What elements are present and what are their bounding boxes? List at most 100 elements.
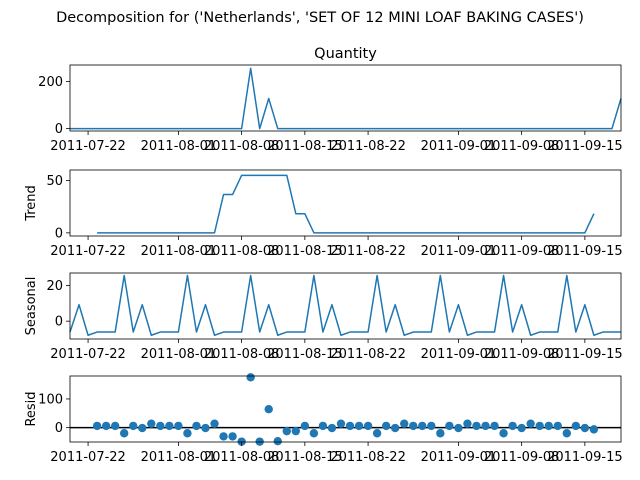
x-tick-label: 2011-08-15 (267, 450, 343, 465)
x-tick-label: 2011-07-22 (50, 347, 126, 362)
resid-point (345, 421, 355, 431)
x-tick-label: 2011-08-15 (267, 139, 343, 154)
resid-point (363, 421, 373, 431)
x-tick-label: 2011-09-01 (421, 139, 497, 154)
resid-point (454, 423, 463, 433)
resid-point (273, 436, 282, 446)
resid-point (318, 421, 328, 431)
resid-point (336, 419, 346, 428)
resid-point (201, 423, 210, 433)
resid-point (400, 419, 409, 428)
x-tick-label: 2011-09-08 (484, 244, 560, 259)
resid-point (580, 423, 590, 433)
y-tick-label: 0 (55, 421, 63, 436)
resid-point (390, 423, 400, 433)
x-tick-label: 2011-08-01 (141, 139, 217, 154)
x-tick-label: 2011-08-08 (204, 244, 280, 259)
axes-frame-trend (69, 169, 622, 237)
x-tick-label: 2011-09-15 (547, 347, 623, 362)
resid-point (327, 423, 337, 433)
x-tick-label: 2011-09-01 (421, 450, 497, 465)
x-tick-label: 2011-08-22 (330, 450, 406, 465)
x-tick-label: 2011-08-22 (330, 139, 406, 154)
resid-point (481, 421, 490, 431)
resid-point (92, 421, 102, 431)
resid-point (553, 421, 562, 431)
resid-point (156, 421, 165, 431)
resid-point (472, 421, 481, 431)
x-tick-label: 2011-09-15 (547, 139, 623, 154)
resid-point (192, 421, 201, 431)
series-line-observed (70, 67, 622, 130)
y-tick-label: 20 (46, 279, 63, 294)
y-tick-label: 0 (55, 226, 63, 241)
y-axis-label-resid: Resid (24, 391, 39, 426)
resid-point (119, 429, 129, 438)
y-tick-label: 0 (55, 122, 63, 137)
resid-point (264, 405, 273, 414)
resid-point (147, 419, 156, 428)
y-tick-label: 200 (38, 75, 63, 90)
resid-point (300, 421, 310, 431)
resid-point (589, 425, 599, 434)
x-tick-label: 2011-08-08 (204, 347, 280, 362)
x-tick-label: 2011-09-08 (484, 347, 560, 362)
resid-point (562, 429, 572, 438)
resid-point (354, 421, 364, 431)
y-axis-label-trend: Trend (24, 185, 39, 222)
x-tick-label: 2011-08-01 (141, 450, 217, 465)
x-tick-label: 2011-09-15 (547, 450, 623, 465)
resid-point (409, 421, 418, 431)
x-tick-label: 2011-09-15 (547, 244, 623, 259)
resid-point (463, 419, 472, 428)
resid-point (246, 373, 255, 382)
resid-point (381, 421, 391, 431)
resid-point (427, 421, 436, 431)
resid-point (110, 421, 120, 431)
x-tick-label: 2011-08-08 (204, 139, 280, 154)
resid-point (526, 419, 535, 428)
axes-frame-observed (69, 64, 622, 132)
x-tick-label: 2011-08-08 (204, 450, 280, 465)
resid-point (508, 421, 517, 431)
resid-point (183, 429, 192, 438)
resid-point (436, 429, 445, 438)
resid-point (372, 429, 382, 438)
axes-frame-resid (69, 375, 622, 443)
resid-point (571, 421, 581, 431)
x-tick-label: 2011-07-22 (50, 450, 126, 465)
y-tick-label: 0 (55, 315, 63, 330)
series-line-trend (97, 174, 595, 234)
x-tick-label: 2011-08-22 (330, 347, 406, 362)
x-tick-label: 2011-07-22 (50, 244, 126, 259)
resid-point (282, 426, 291, 436)
resid-point (535, 421, 544, 431)
x-tick-label: 2011-08-01 (141, 244, 217, 259)
x-tick-label: 2011-09-08 (484, 450, 560, 465)
resid-point (517, 423, 526, 433)
resid-point (228, 432, 237, 441)
resid-point (490, 421, 499, 431)
resid-point (174, 421, 183, 431)
resid-point (165, 421, 174, 431)
x-tick-label: 2011-08-01 (141, 347, 217, 362)
resid-point (101, 421, 111, 431)
resid-point (138, 423, 147, 433)
x-tick-label: 2011-08-15 (267, 244, 343, 259)
resid-point (499, 429, 508, 438)
x-tick-label: 2011-09-08 (484, 139, 560, 154)
panel-title-observed: Quantity (314, 46, 377, 62)
x-tick-label: 2011-09-01 (421, 347, 497, 362)
resid-point (445, 421, 454, 431)
x-tick-label: 2011-08-15 (267, 347, 343, 362)
resid-point (210, 419, 219, 428)
y-tick-label: 100 (38, 392, 63, 407)
resid-point (309, 429, 319, 438)
x-tick-label: 2011-09-01 (421, 244, 497, 259)
